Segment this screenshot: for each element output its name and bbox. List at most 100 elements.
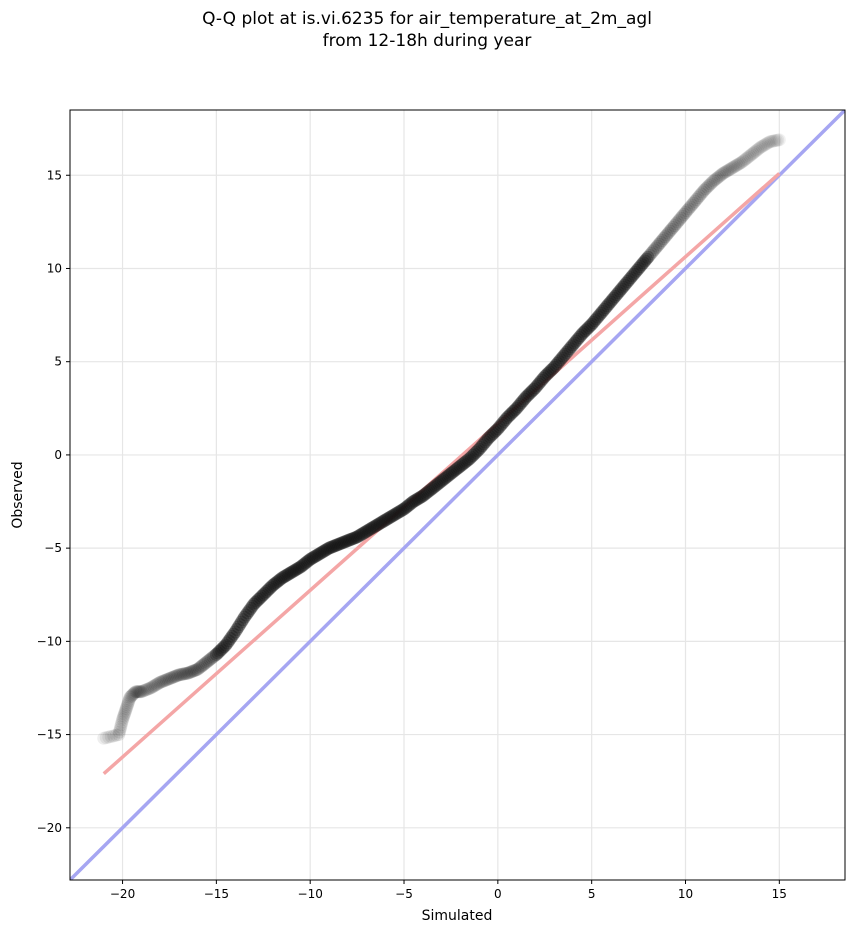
quantile-point [178,667,192,681]
quantile-point [242,604,256,618]
quantile-point [592,308,606,322]
quantile-point [291,562,305,576]
quantile-point [311,548,325,562]
grid [70,110,845,880]
quantile-point [361,523,375,537]
quantile-point [677,207,691,221]
quantile-point [586,316,600,330]
y-axis-label: Observed [10,461,26,528]
quantile-point [616,280,630,294]
quantile-point [316,545,330,559]
data-layer [70,110,845,880]
quantile-point [378,513,392,527]
quantile-point [349,531,363,545]
quantile-point [693,189,707,203]
quantile-point [480,433,494,447]
quantile-point [385,509,399,523]
quantile-point [122,692,136,706]
quantile-point [394,504,408,518]
quantile-point [625,269,639,283]
quantile-point [238,610,252,624]
quantile-point [730,158,744,172]
quantile-point [126,687,140,701]
y-tick-label: 15 [47,168,62,182]
quantile-point [367,520,381,534]
quantile-point [372,517,386,531]
y-tick-label: −5 [44,541,62,555]
quantile-point [561,344,575,358]
quantile-point [158,674,172,688]
y-tick-label: 10 [47,261,62,275]
quantile-point [494,418,508,432]
quantile-point [738,153,752,167]
quantile-point [463,452,477,466]
quantile-point [506,404,520,418]
quantile-point [689,192,703,206]
quantile-point [633,260,647,274]
quantile-point [538,370,552,384]
quantile-point [460,454,474,468]
quantile-point [223,632,237,646]
quantile-point [685,198,699,212]
y-tick-label: −15 [37,728,62,742]
quantile-point [743,149,757,163]
quantile-point [219,638,233,652]
quantile-point [603,295,617,309]
quantile-point [150,677,164,691]
quantile-point [299,556,313,570]
quantile-point [611,286,625,300]
quantile-point [203,652,217,666]
quantile-point [713,169,727,183]
quantile-point [516,394,530,408]
quantile-point [327,539,341,553]
quantile-point [309,549,323,563]
quantile-point [672,213,686,227]
quantile-point [496,416,510,430]
quantile-point [718,165,732,179]
quantile-point [591,310,605,324]
quantile-point [177,667,191,681]
quantile-point [325,540,339,554]
quantile-point [639,252,653,266]
quantile-point [744,148,758,162]
quantile-point [704,177,718,191]
quantile-point [303,552,317,566]
quantile-point [727,160,741,174]
quantile-point [765,134,779,148]
quantile-point [331,537,345,551]
quantile-point [752,142,766,156]
quantile-point [341,534,355,548]
quantile-point [198,656,212,670]
quantile-point [359,524,373,538]
quantile-point [597,302,611,316]
quantile-point [618,278,632,292]
quantile-point [155,675,169,689]
quantile-point [699,182,713,196]
quantile-point [104,729,118,743]
quantile-point [499,412,513,426]
quantile-point [391,506,405,520]
quantile-point [124,689,138,703]
quantile-point [533,375,547,389]
quantile-point [514,396,528,410]
quantile-point [128,686,142,700]
quantile-point [228,625,242,639]
quantile-point [245,599,259,613]
quantile-point [302,554,316,568]
quantile-point [464,450,478,464]
quantile-point [205,651,219,665]
quantile-point [541,367,555,381]
quantile-point [366,521,380,535]
quantile-point [489,423,503,437]
quantile-point [187,664,201,678]
quantile-point [539,368,553,382]
quantile-point [127,687,141,701]
quantile-point [180,666,194,680]
x-tick-label: 15 [772,887,787,901]
quantile-point [458,455,472,469]
quantile-point [352,529,366,543]
quantile-point [399,501,413,515]
quantile-point [230,623,244,637]
quantile-point [475,439,489,453]
